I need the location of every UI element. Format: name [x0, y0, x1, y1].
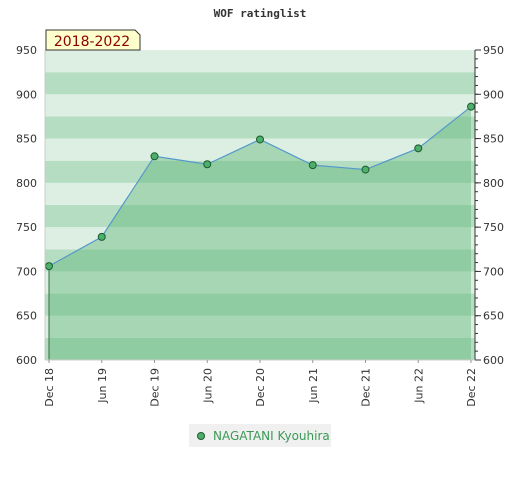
y-tick-label-right: 900	[483, 88, 504, 101]
x-tick-label: Dec 18	[43, 368, 56, 407]
plot-background	[45, 50, 475, 360]
legend: NAGATANI Kyouhira	[189, 424, 331, 447]
y-tick-label-right: 600	[483, 354, 504, 367]
data-point	[150, 152, 159, 161]
data-point	[308, 161, 317, 170]
data-point	[203, 160, 212, 169]
background-band	[45, 182, 475, 205]
data-point	[467, 102, 475, 111]
y-tick-label-left: 650	[16, 310, 37, 323]
data-point	[97, 232, 106, 241]
x-tick-label: Jun 19	[96, 368, 109, 404]
period-badge-text: 2018-2022	[54, 34, 130, 50]
x-tick-label: Dec 20	[254, 368, 267, 407]
background-band	[45, 94, 475, 117]
y-axis-right: 600 650 700 750 800 850 900 950	[483, 44, 504, 367]
background-band	[45, 50, 475, 73]
y-tick-label-right: 800	[483, 177, 504, 190]
data-point	[45, 262, 53, 271]
y-tick-label-right: 700	[483, 265, 504, 278]
data-point	[256, 135, 264, 144]
y-tick-label-right: 850	[483, 133, 504, 146]
x-tick-label: Jun 20	[201, 368, 214, 404]
x-tick-label: Jun 22	[412, 368, 425, 404]
background-band	[45, 227, 475, 250]
data-point	[414, 144, 423, 153]
background-band	[45, 205, 475, 228]
x-tick-label: Dec 22	[465, 368, 478, 407]
period-badge: 2018-2022	[45, 29, 141, 51]
y-tick-label-left: 900	[16, 88, 37, 101]
y-tick-label-left: 850	[16, 133, 37, 146]
y-tick-label-left: 600	[16, 354, 37, 367]
background-band	[45, 116, 475, 139]
y-tick-label-left: 700	[16, 265, 37, 278]
y-tick-label-right: 650	[483, 310, 504, 323]
y-axis-left: 600 650 700 750 800 850 900 950	[16, 44, 37, 367]
background-band	[45, 293, 475, 316]
legend-marker	[197, 432, 205, 440]
chart-title: WOF ratinglist	[214, 7, 307, 20]
legend-label: NAGATANI Kyouhira	[213, 429, 330, 443]
background-band	[45, 315, 475, 338]
x-tick-label: Dec 21	[360, 368, 373, 407]
background-band	[45, 249, 475, 272]
background-band	[45, 271, 475, 294]
y-tick-label-right: 750	[483, 221, 504, 234]
background-band	[45, 72, 475, 95]
background-band	[45, 337, 475, 360]
y-tick-label-left: 750	[16, 221, 37, 234]
data-point	[361, 165, 370, 174]
y-tick-label-left: 950	[16, 44, 37, 57]
y-tick-label-right: 950	[483, 44, 504, 57]
y-tick-label-left: 800	[16, 177, 37, 190]
x-axis: Dec 18 Jun 19 Dec 19 Jun 20 Dec 20 Jun 21 Dec …	[43, 360, 478, 407]
x-tick-label: Dec 19	[149, 368, 162, 407]
x-tick-label: Jun 21	[307, 368, 320, 404]
